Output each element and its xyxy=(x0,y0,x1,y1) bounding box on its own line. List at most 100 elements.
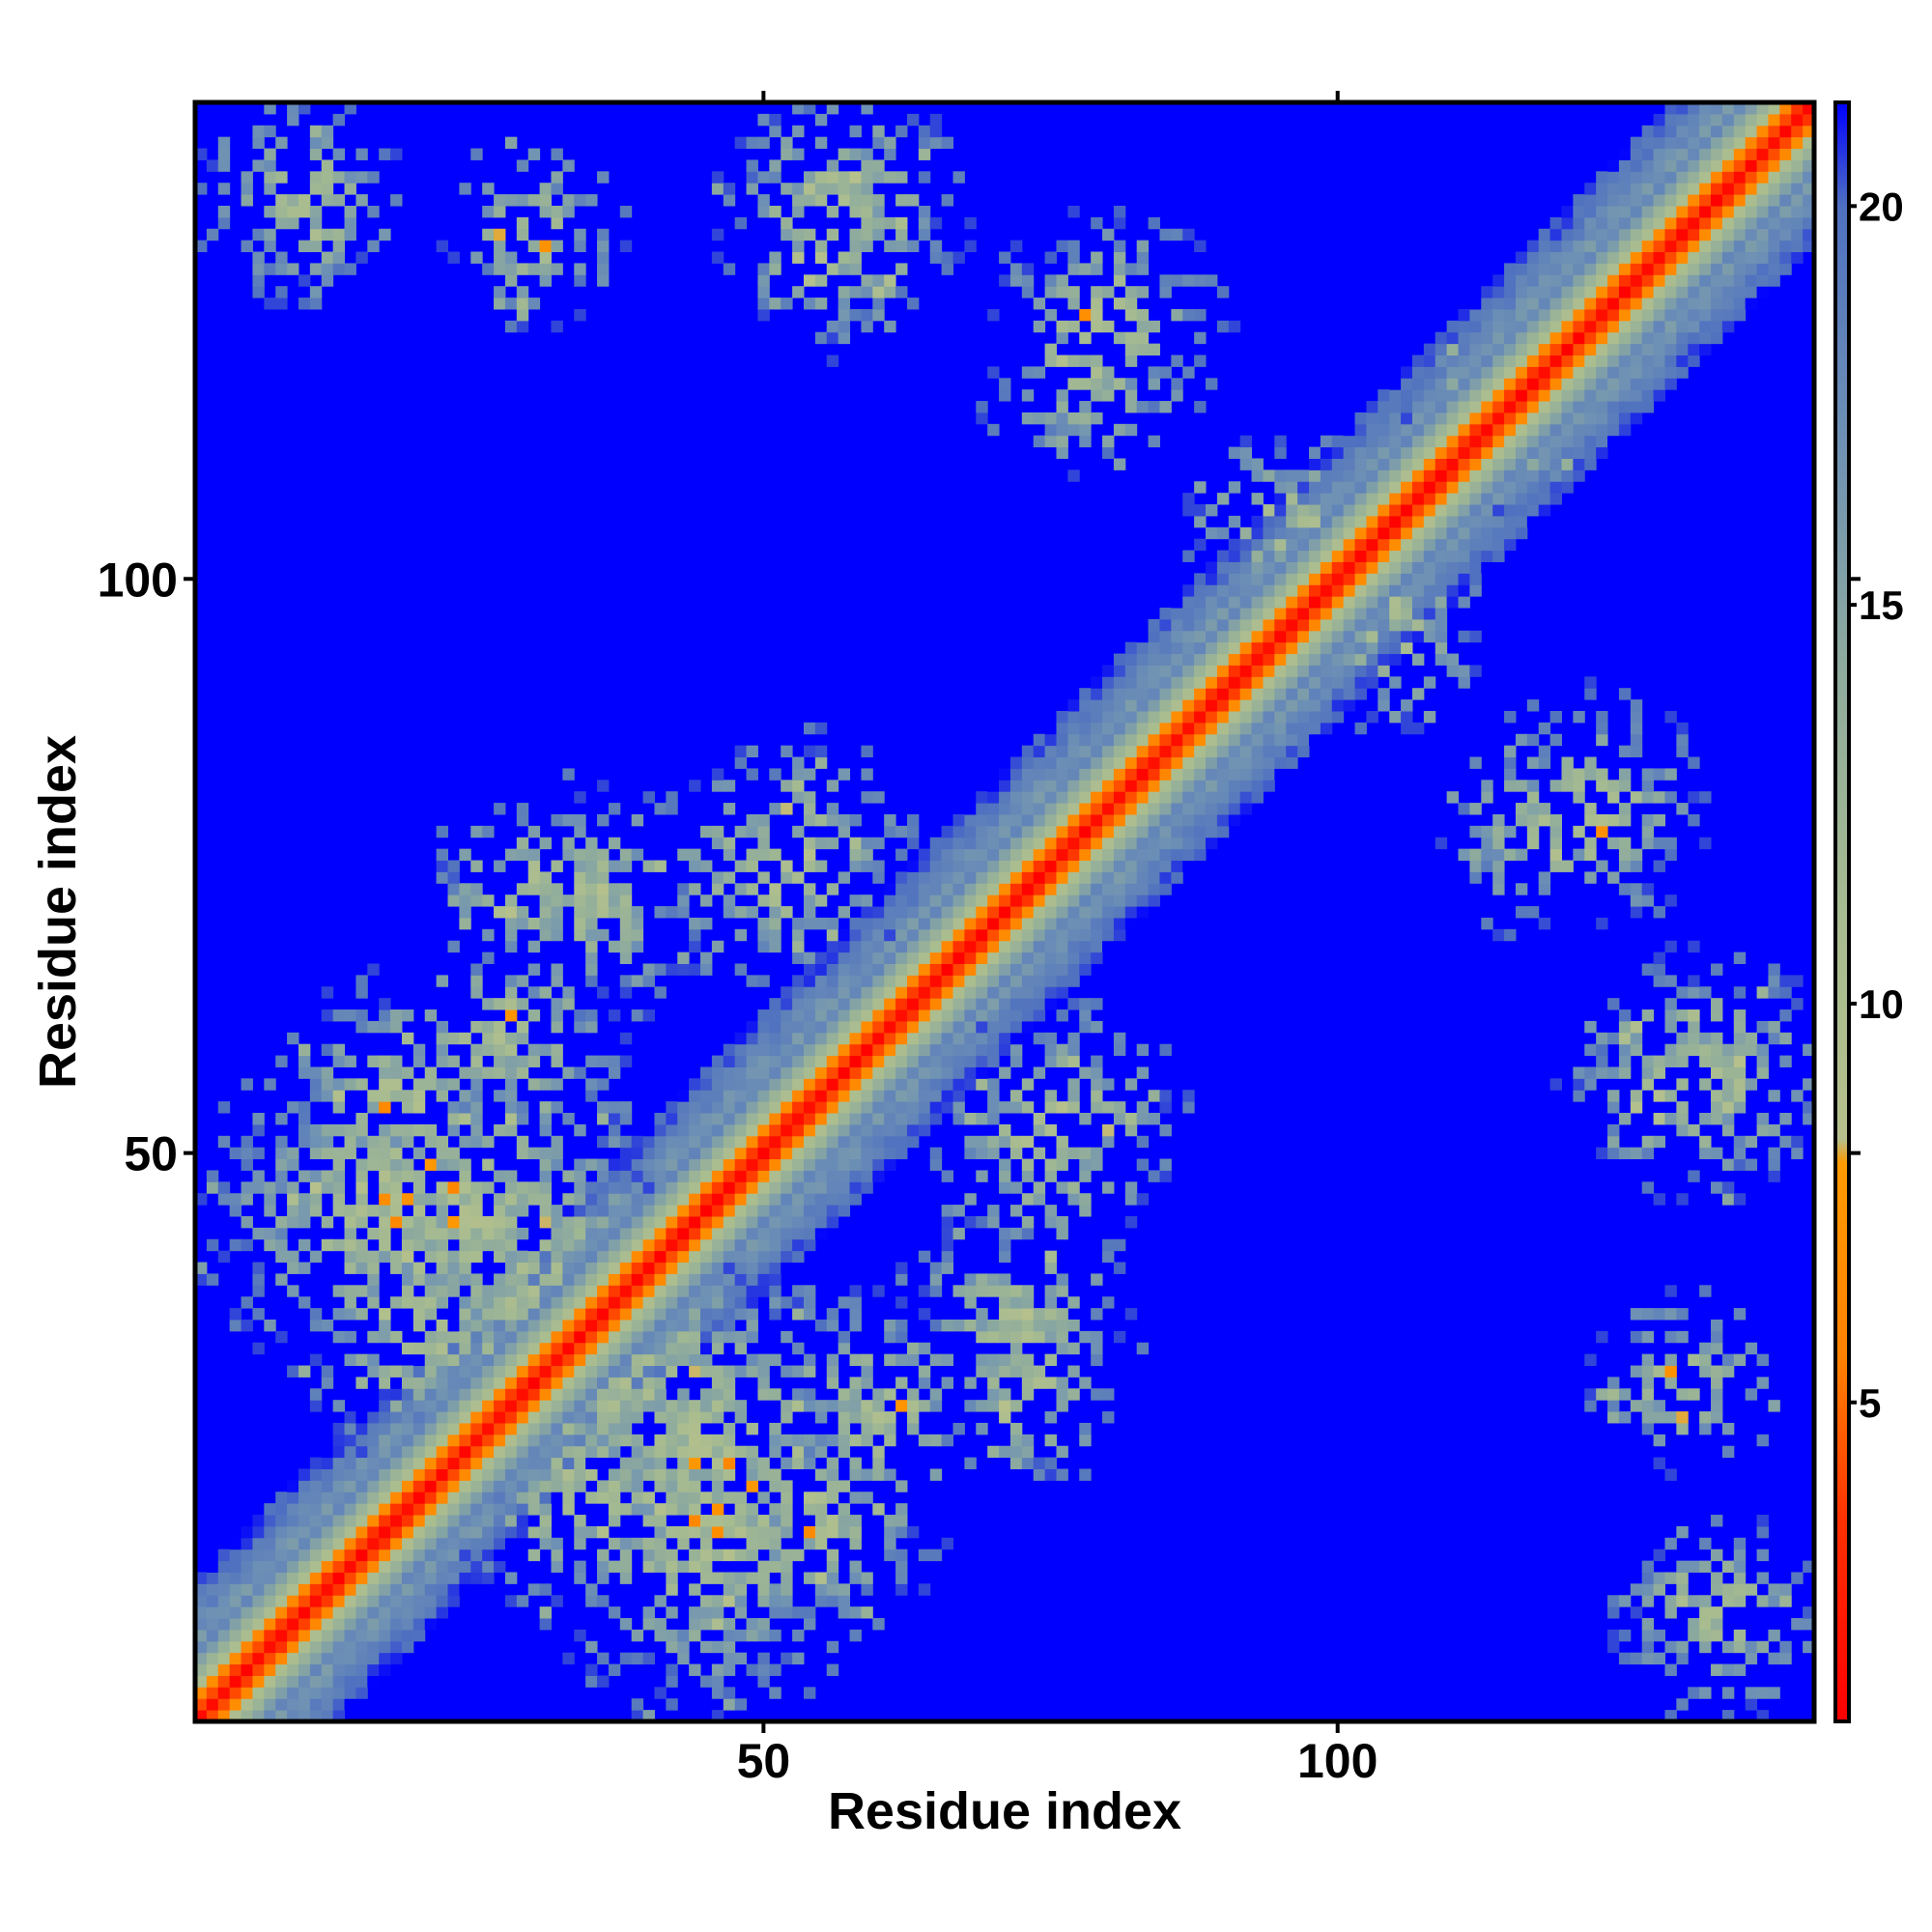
heatmap-cell xyxy=(872,940,885,953)
heatmap-cell xyxy=(906,917,920,930)
heatmap-cell xyxy=(734,963,748,976)
heatmap-cell xyxy=(390,1652,403,1665)
heatmap-cell xyxy=(424,1250,438,1264)
heatmap-cell xyxy=(482,1468,495,1481)
heatmap-cell xyxy=(264,1595,276,1607)
heatmap-cell xyxy=(619,1618,633,1631)
heatmap-cell xyxy=(631,1652,644,1665)
heatmap-cell xyxy=(861,1135,873,1149)
heatmap-cell xyxy=(1079,837,1092,850)
heatmap-cell xyxy=(195,1273,208,1286)
heatmap-cell xyxy=(1699,1043,1712,1057)
heatmap-cell xyxy=(1469,825,1482,838)
heatmap-cell xyxy=(367,1055,380,1067)
heatmap-cell xyxy=(298,1296,311,1309)
heatmap-cell xyxy=(1401,710,1413,724)
heatmap-cell xyxy=(1239,573,1253,585)
heatmap-cell xyxy=(792,1227,805,1240)
heatmap-cell xyxy=(1102,688,1115,700)
heatmap-cell xyxy=(999,906,1011,919)
heatmap-cell xyxy=(872,791,885,804)
heatmap-cell xyxy=(964,998,977,1010)
heatmap-cell xyxy=(1021,768,1035,781)
heatmap-cell xyxy=(309,1652,323,1665)
heatmap-cell xyxy=(906,825,920,838)
heatmap-cell xyxy=(264,1503,276,1516)
heatmap-cell xyxy=(826,803,839,815)
heatmap-cell xyxy=(1056,1135,1068,1149)
heatmap-cell xyxy=(597,1377,610,1389)
heatmap-cell xyxy=(1366,710,1378,724)
heatmap-cell xyxy=(309,1193,323,1206)
heatmap-cell xyxy=(482,1066,495,1079)
heatmap-cell xyxy=(1044,251,1057,264)
heatmap-cell xyxy=(757,848,770,862)
heatmap-cell xyxy=(321,1698,334,1711)
heatmap-cell xyxy=(1239,561,1253,574)
heatmap-cell xyxy=(1688,940,1700,953)
heatmap-cell xyxy=(1504,825,1517,838)
heatmap-cell xyxy=(803,1181,816,1194)
heatmap-cell xyxy=(1286,526,1298,540)
heatmap-cell xyxy=(803,917,816,930)
heatmap-cell xyxy=(298,1113,311,1125)
heatmap-cell xyxy=(298,1572,311,1584)
heatmap-cell xyxy=(527,1238,541,1252)
heatmap-cell xyxy=(1699,1687,1712,1699)
heatmap-cell xyxy=(1791,1135,1804,1149)
heatmap-cell xyxy=(355,1308,368,1321)
heatmap-cell xyxy=(585,1422,598,1435)
heatmap-cell xyxy=(459,1583,471,1596)
heatmap-cell xyxy=(631,1400,644,1412)
heatmap-cell xyxy=(1194,481,1207,494)
heatmap-cell xyxy=(1067,699,1080,712)
heatmap-cell xyxy=(861,171,873,184)
heatmap-cell xyxy=(459,1330,471,1344)
heatmap-cell xyxy=(619,952,633,964)
heatmap-cell xyxy=(608,1377,621,1389)
heatmap-cell xyxy=(562,986,575,999)
heatmap-cell xyxy=(769,803,781,815)
heatmap-cell xyxy=(321,171,334,184)
heatmap-cell xyxy=(826,1066,839,1079)
heatmap-cell xyxy=(252,1525,265,1539)
heatmap-cell xyxy=(976,1273,988,1286)
heatmap-cell xyxy=(746,1032,758,1045)
heatmap-cell xyxy=(1607,1640,1620,1654)
heatmap-cell xyxy=(516,1135,529,1149)
heatmap-cell xyxy=(470,1515,483,1527)
heatmap-cell xyxy=(1056,1400,1068,1412)
heatmap-cell xyxy=(952,917,965,930)
heatmap-cell xyxy=(1206,504,1218,517)
heatmap-cell xyxy=(723,1652,736,1665)
heatmap-cell xyxy=(390,1250,403,1264)
heatmap-cell xyxy=(1630,1101,1643,1114)
heatmap-cell xyxy=(1721,1113,1735,1125)
heatmap-cell xyxy=(734,1606,748,1619)
heatmap-cell xyxy=(1159,401,1172,413)
heatmap-cell xyxy=(895,1009,908,1022)
heatmap-cell xyxy=(344,1468,356,1481)
heatmap-cell xyxy=(298,1537,311,1550)
heatmap-cell xyxy=(1113,895,1126,907)
heatmap-cell xyxy=(1009,825,1023,838)
heatmap-cell xyxy=(412,1193,426,1206)
heatmap-cell xyxy=(1653,975,1665,987)
heatmap-cell xyxy=(551,1377,563,1389)
heatmap-cell xyxy=(976,1215,988,1229)
heatmap-cell xyxy=(1067,1193,1080,1206)
heatmap-cell xyxy=(241,1710,253,1722)
heatmap-cell xyxy=(1618,768,1632,781)
heatmap-cell xyxy=(470,1353,483,1367)
heatmap-cell xyxy=(1021,274,1035,287)
heatmap-cell xyxy=(424,1193,438,1206)
heatmap-cell xyxy=(504,1250,518,1264)
heatmap-cell xyxy=(734,1629,748,1642)
heatmap-cell xyxy=(309,1583,323,1596)
heatmap-cell xyxy=(1745,1135,1758,1149)
heatmap-cell xyxy=(1354,676,1367,689)
heatmap-cell xyxy=(1263,618,1275,632)
heatmap-cell xyxy=(666,1238,678,1252)
heatmap-cell xyxy=(999,1043,1011,1057)
heatmap-cell xyxy=(367,1457,380,1469)
